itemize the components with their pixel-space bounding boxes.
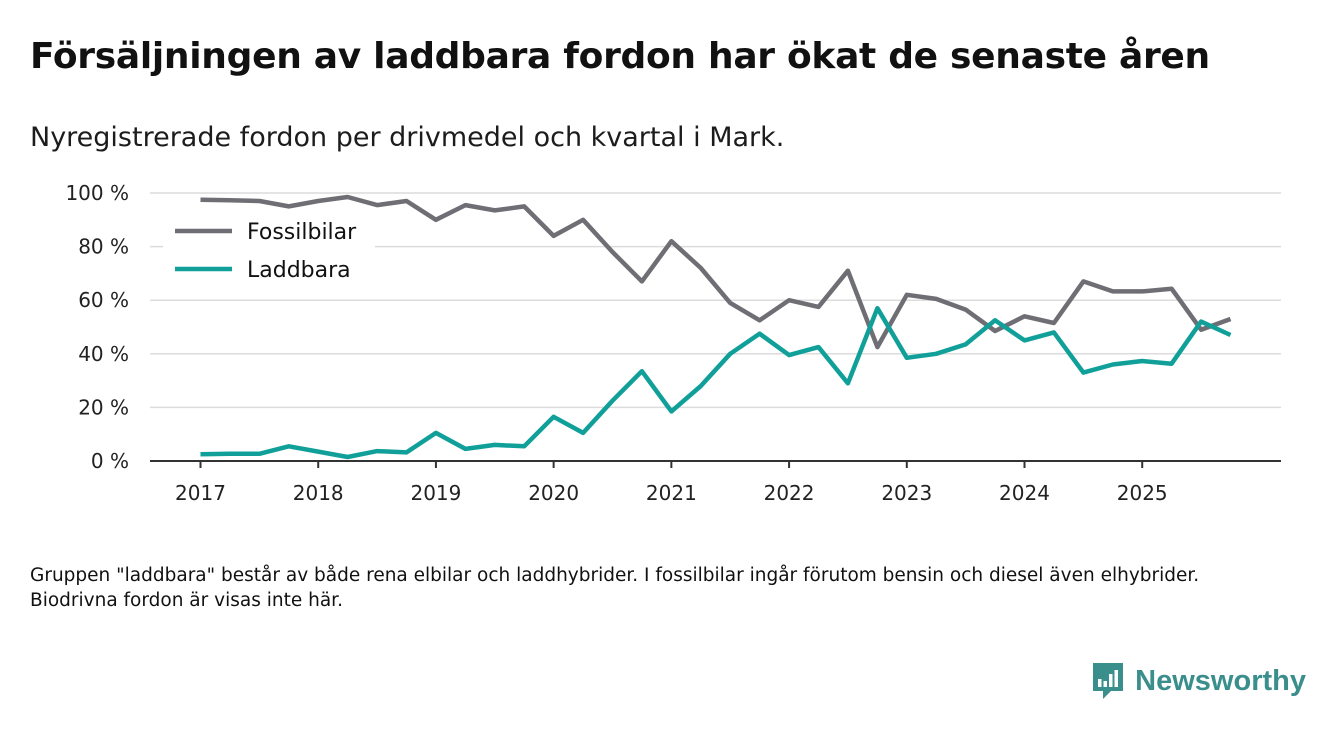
x-tick-label: 2020 [528,481,579,505]
x-tick-label: 2021 [646,481,697,505]
x-tick-label: 2018 [293,481,344,505]
brand-logo[interactable]: Newsworthy [1091,661,1306,701]
y-tick-label: 0 % [91,449,129,473]
x-axis: 2017 2018 2019 2020 2021 2022 2023 2024 2025 [150,460,1281,505]
brand-name: Newsworthy [1135,664,1306,697]
x-tick-label: 2017 [175,481,226,505]
series-line-fossilbilar [200,194,1232,350]
x-tick-label: 2025 [1117,481,1168,505]
legend: Fossilbilar Laddbara [163,212,375,292]
series-lines [200,194,1232,460]
y-tick-label: 100 % [65,181,129,205]
footnote: Gruppen "laddbara" består av både rena e… [30,565,1200,611]
legend-background [163,212,375,292]
x-tick-label: 2019 [410,481,461,505]
series-line-laddbara [200,305,1232,460]
x-tick-label: 2022 [764,481,815,505]
x-tick-label: 2023 [881,481,932,505]
y-tick-label: 60 % [78,288,129,312]
line-chart: 0 % 20 % 40 % 60 % 80 % 100 % 2017 2018 2019 202… [65,181,1281,505]
y-axis: 0 % 20 % 40 % 60 % 80 % 100 % [65,181,129,473]
x-tick-label: 2024 [999,481,1050,505]
chart-subtitle: Nyregistrerade fordon per drivmedel och … [30,122,785,153]
bar-chart-logo-icon [1093,663,1124,699]
chart-title: Försäljningen av laddbara fordon har öka… [30,36,1210,77]
y-tick-label: 40 % [78,342,129,366]
y-tick-label: 80 % [78,235,129,259]
legend-label-fossilbilar: Fossilbilar [247,220,357,245]
legend-label-laddbara: Laddbara [247,258,351,283]
y-tick-label: 20 % [78,395,129,419]
